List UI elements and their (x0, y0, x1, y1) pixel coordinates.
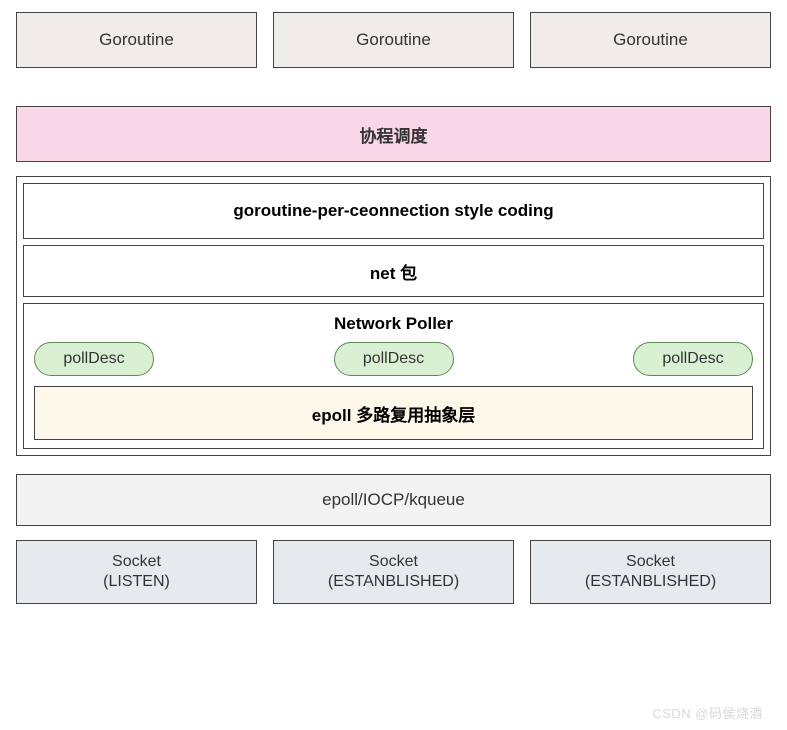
goroutine-box: Goroutine (273, 12, 514, 68)
polldesc-node: pollDesc (334, 342, 454, 376)
polldesc-node: pollDesc (34, 342, 154, 376)
socket-box: Socket (LISTEN) (16, 540, 257, 604)
polldesc-row: pollDesc pollDesc pollDesc (34, 342, 753, 376)
socket-label: Socket (112, 552, 161, 572)
socket-state: (ESTANBLISHED) (585, 572, 716, 592)
gpc-box: goroutine-per-ceonnection style coding (23, 183, 764, 239)
epoll-abstract-box: epoll 多路复用抽象层 (34, 386, 753, 440)
network-poller-title: Network Poller (34, 314, 753, 334)
epoll-impl-box: epoll/IOCP/kqueue (16, 474, 771, 526)
socket-box: Socket (ESTANBLISHED) (530, 540, 771, 604)
net-pkg-box: net 包 (23, 245, 764, 297)
socket-label: Socket (626, 552, 675, 572)
runtime-outer-box: goroutine-per-ceonnection style coding n… (16, 176, 771, 456)
network-poller-box: Network Poller pollDesc pollDesc pollDes… (23, 303, 764, 449)
socket-state: (ESTANBLISHED) (328, 572, 459, 592)
scheduler-box: 协程调度 (16, 106, 771, 162)
socket-state: (LISTEN) (103, 572, 170, 592)
socket-label: Socket (369, 552, 418, 572)
goroutine-row: Goroutine Goroutine Goroutine (16, 12, 771, 68)
watermark-text: CSDN @码侯烧酒 (652, 703, 763, 722)
goroutine-box: Goroutine (530, 12, 771, 68)
socket-row: Socket (LISTEN) Socket (ESTANBLISHED) So… (16, 540, 771, 604)
socket-box: Socket (ESTANBLISHED) (273, 540, 514, 604)
polldesc-node: pollDesc (633, 342, 753, 376)
goroutine-box: Goroutine (16, 12, 257, 68)
